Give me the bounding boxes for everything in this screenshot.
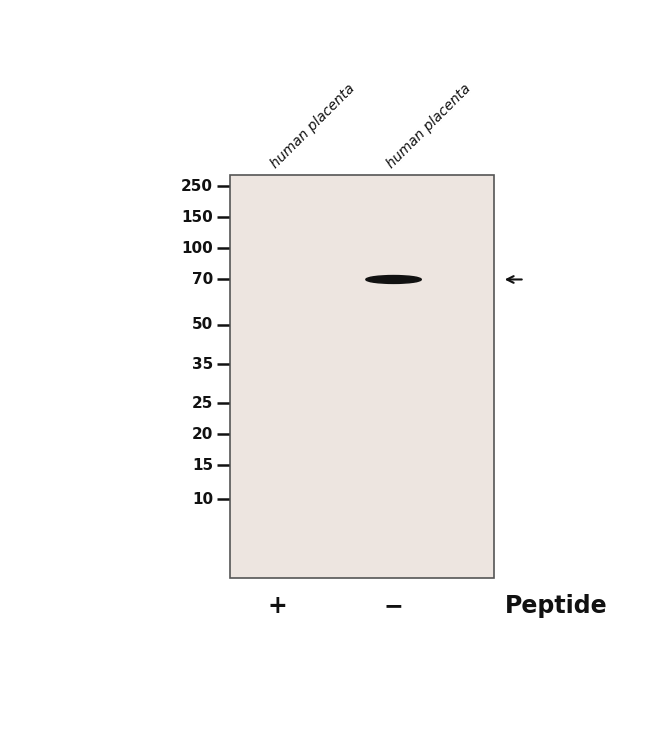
Text: 25: 25: [192, 396, 213, 411]
Bar: [230, 175, 494, 578]
Text: human placenta: human placenta: [384, 82, 473, 171]
Text: 20: 20: [192, 427, 213, 442]
Text: 35: 35: [192, 356, 213, 372]
Text: 15: 15: [192, 458, 213, 473]
Text: −: −: [384, 594, 404, 619]
Text: 150: 150: [181, 210, 213, 225]
Text: +: +: [268, 594, 287, 619]
Text: 10: 10: [192, 492, 213, 507]
Text: Peptide: Peptide: [504, 594, 607, 619]
Text: 100: 100: [181, 241, 213, 256]
Text: human placenta: human placenta: [268, 82, 358, 171]
Text: 250: 250: [181, 179, 213, 194]
Text: 70: 70: [192, 272, 213, 287]
Ellipse shape: [366, 275, 421, 283]
Text: 50: 50: [192, 317, 213, 332]
